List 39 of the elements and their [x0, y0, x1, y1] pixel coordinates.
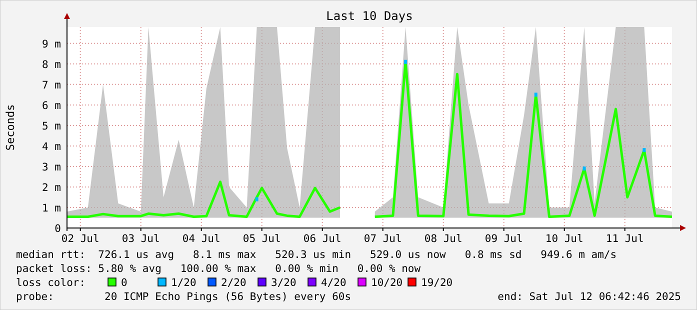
y-tick-label: 7 m	[42, 79, 61, 92]
x-tick-label: 04 Jul	[182, 233, 220, 245]
x-tick-label: 10 Jul	[545, 233, 584, 245]
y-tick-label: 5 m	[42, 120, 61, 132]
point	[534, 92, 538, 97]
legend-label: 10/20	[371, 277, 403, 289]
y-axis-title: Seconds	[4, 104, 17, 151]
legend-label: 19/20	[421, 277, 453, 289]
point	[404, 60, 408, 64]
y-tick-label: 3 m	[42, 161, 61, 174]
y-tick-label: 0	[54, 223, 61, 235]
text: probe: 20 ICMP Echo Pings (56 Bytes) every 60s	[16, 291, 352, 303]
legend-label: 3/20	[271, 277, 296, 289]
y-tick-label: 8 m	[42, 58, 61, 71]
text: median rtt: 726.1 us avg 8.1 ms max 520.3 us min 529.0 us now 0.8 ms sd 949.6 m am/s	[16, 249, 617, 261]
x-tick-label: 09 Jul	[484, 233, 523, 245]
y-tick-label: 1 m	[42, 202, 61, 214]
legend-label: 4/20	[321, 277, 346, 289]
x-tick-label: 02 Jul	[61, 233, 100, 245]
x-tick-label: 03 Jul	[122, 233, 160, 245]
point	[582, 166, 586, 171]
legend-title: loss color:	[16, 277, 86, 289]
x-tick-label: 11 Jul	[606, 233, 644, 245]
y-tick-label: 6 m	[42, 100, 61, 112]
y-tick-label: 4 m	[42, 140, 61, 153]
chart-title: Last 10 Days	[326, 9, 413, 23]
point	[642, 148, 646, 152]
legend-label: 2/20	[221, 277, 246, 289]
x-tick-label: 08 Jul	[424, 233, 462, 245]
x-tick-label: 06 Jul	[303, 233, 342, 245]
x-tick-label: 07 Jul	[364, 233, 402, 245]
legend-label: 0	[121, 277, 128, 289]
y-tick-label: 2 m	[42, 182, 61, 194]
text: packet loss: 5.80 % avg 100.00 % max 0.00 % min 0.00 % now	[16, 263, 422, 275]
text: end: Sat Jul 12 06:42:46 2025	[498, 291, 681, 303]
point	[255, 197, 258, 202]
x-tick-label: 05 Jul	[242, 233, 281, 245]
legend-label: 1/20	[171, 277, 196, 289]
y-tick-label: 9 m	[42, 38, 61, 50]
